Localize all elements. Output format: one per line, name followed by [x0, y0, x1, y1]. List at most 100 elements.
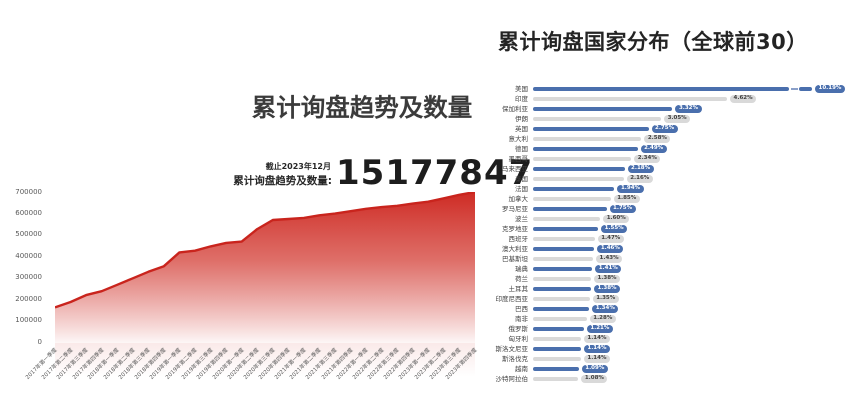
bar-row: 加拿大 1.85% — [430, 194, 852, 204]
bar-category-label: 意大利 — [508, 134, 529, 143]
bar-category-label: 瑞典 — [515, 264, 528, 273]
bar — [533, 346, 581, 352]
y-tick-label: 0 — [37, 337, 42, 346]
value-badge: 1.38% — [593, 284, 621, 294]
bar-row: 美国 10.19% — [430, 84, 852, 94]
bar-category-label: 马来西亚 — [502, 164, 528, 173]
value-badge: 1.55% — [601, 224, 628, 234]
bar — [533, 136, 642, 142]
value-badge: 1.21% — [586, 324, 613, 334]
bar — [533, 336, 581, 342]
bar-rows: 美国 10.19% 印度 4.62% 保加利亚 3.32% 伊朗 3.05% 英国 2.75% 意大… — [430, 84, 852, 384]
bar-category-label: 西班牙 — [508, 234, 529, 243]
value-badge: 2.75% — [651, 124, 678, 134]
bar-row: 巴西 1.34% — [430, 304, 852, 314]
value-badge: 1.75% — [609, 204, 636, 214]
bar-row: 印度 4.62% — [430, 94, 852, 104]
bar — [533, 316, 587, 322]
bar-category-label: 俄罗斯 — [508, 324, 529, 333]
bar-row: 沙特阿拉伯 1.08% — [430, 374, 852, 384]
value-badge: 1.28% — [589, 314, 616, 324]
bar-row: 法国 1.94% — [430, 184, 852, 194]
bar-category-label: 印度尼西亚 — [495, 294, 529, 303]
value-badge: 2.18% — [627, 164, 654, 174]
value-badge: 1.85% — [613, 194, 640, 204]
value-badge: 10.19% — [815, 84, 845, 94]
bar-row: 土耳其 1.38% — [430, 284, 852, 294]
bar — [533, 156, 632, 162]
y-tick-label: 300000 — [15, 273, 42, 282]
bar-row: 保加利亚 3.32% — [430, 104, 852, 114]
bar-category-label: 克罗地亚 — [502, 224, 528, 233]
bar-category-label: 巴基斯坦 — [502, 254, 528, 263]
value-badge: 1.38% — [593, 274, 621, 284]
bar-category-label: 巴西 — [515, 304, 528, 313]
bar — [533, 326, 584, 332]
value-badge: 1.34% — [592, 304, 619, 314]
value-badge: 1.46% — [597, 244, 624, 254]
y-tick-label: 600000 — [15, 208, 42, 217]
y-tick-label: 400000 — [15, 251, 42, 260]
bar-row: 马来西亚 2.18% — [430, 164, 852, 174]
bar — [533, 126, 649, 132]
value-badge: 3.32% — [675, 104, 702, 114]
bar — [533, 296, 590, 302]
bar — [533, 356, 581, 362]
bar-row: 英国 2.75% — [430, 124, 852, 134]
bar — [533, 246, 595, 252]
value-badge: 1.09% — [581, 364, 608, 374]
bar — [533, 206, 607, 212]
bar-overflow-segment — [799, 86, 812, 92]
bar — [533, 256, 594, 262]
bar-category-label: 印度 — [515, 94, 528, 103]
bar — [533, 376, 579, 382]
value-badge: 1.14% — [583, 344, 610, 354]
bar-row: 波兰 1.60% — [430, 214, 852, 224]
bar-category-label: 澳大利亚 — [502, 244, 528, 253]
y-tick-label: 200000 — [15, 294, 42, 303]
value-badge: 1.43% — [596, 254, 623, 264]
bar-category-label: 罗马尼亚 — [502, 204, 528, 213]
bar-category-label: 加拿大 — [508, 194, 529, 203]
as-of-date-label: 截止2023年12月 — [265, 162, 331, 171]
total-inquiries-label: 累计询盘趋势及数量: — [233, 175, 332, 187]
y-axis: 700000 600000 500000 400000 300000 200000 1000… — [0, 187, 46, 352]
area-svg — [55, 192, 475, 343]
bar — [533, 96, 728, 102]
bar-category-label: 德国 — [515, 144, 528, 153]
bar-row: 斯洛文尼亚 1.14% — [430, 344, 852, 354]
bar — [533, 266, 593, 272]
bar — [533, 306, 590, 312]
bar-category-label: 泰国 — [515, 174, 528, 183]
bar — [533, 186, 615, 192]
total-inquiries-value: 15177847 — [336, 153, 534, 193]
bar-row: 巴基斯坦 1.43% — [430, 254, 852, 264]
bar-row: 泰国 2.16% — [430, 174, 852, 184]
bar-category-label: 斯洛伐克 — [502, 354, 528, 363]
bar-row: 澳大利亚 1.46% — [430, 244, 852, 254]
bar-row: 南非 1.28% — [430, 314, 852, 324]
value-badge: 2.49% — [640, 144, 667, 154]
bar-category-label: 越南 — [515, 364, 528, 373]
bar-category-label: 法国 — [515, 184, 528, 193]
bar-row: 匈牙利 1.14% — [430, 334, 852, 344]
y-tick-label: 700000 — [15, 187, 42, 196]
value-badge: 3.05% — [664, 114, 691, 124]
value-badge: 1.14% — [583, 354, 610, 364]
bar — [533, 166, 625, 172]
value-badge: 2.16% — [626, 174, 653, 184]
bar — [533, 116, 662, 122]
bar — [533, 236, 595, 242]
area-fill — [55, 192, 475, 343]
bar — [533, 176, 624, 182]
bar-row: 克罗地亚 1.55% — [430, 224, 852, 234]
left-chart-title: 累计询盘趋势及数量 — [251, 93, 473, 122]
bar-row: 西班牙 1.47% — [430, 234, 852, 244]
value-badge: 1.14% — [583, 334, 610, 344]
bar — [533, 366, 579, 372]
y-tick-label: 100000 — [15, 316, 42, 325]
bar-category-label: 墨西哥 — [508, 154, 529, 163]
bar-row: 伊朗 3.05% — [430, 114, 852, 124]
axis-fade — [55, 343, 475, 377]
bar-category-label: 荷兰 — [515, 274, 528, 283]
